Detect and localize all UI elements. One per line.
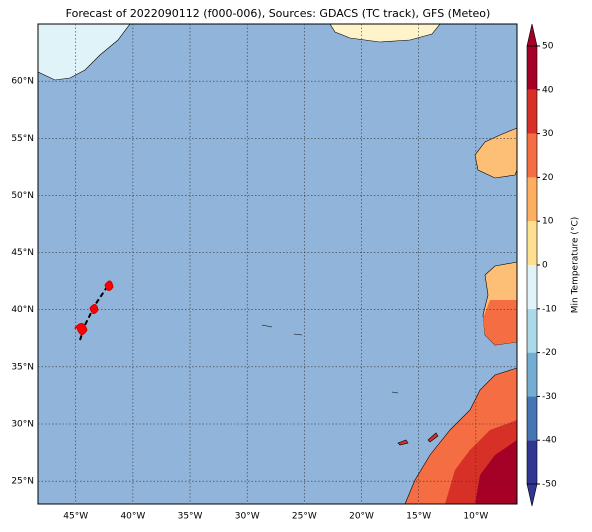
colorbar-tick-label: 20 [542,173,554,183]
x-tick-label: 35°W [178,512,203,522]
greenland [37,23,131,81]
colorbar-segment [527,352,537,397]
x-tick-label: 15°W [406,512,431,522]
x-tick-label: 10°W [463,512,488,522]
colorbar-tick-label: -10 [542,304,557,314]
y-tick-label: 35°N [11,362,34,372]
colorbar-segment [527,396,537,441]
colorbar-tick-label: 10 [542,217,554,227]
iceland [329,23,441,43]
title: Forecast of 2022090112 (f000-006), Sourc… [66,7,491,20]
colorbar-tick-label: -20 [542,348,557,358]
colorbar-tick-label: -50 [542,480,557,490]
iberia-warm [483,300,517,345]
map-frame [37,23,518,505]
colorbar-tick-label: 40 [542,85,554,95]
colorbar-segment [527,177,537,222]
colorbar-segment [527,89,537,134]
x-tick-label: 40°W [120,512,145,522]
colorbar-label: Min Temperature (°C) [571,217,581,314]
y-tick-label: 40°N [11,305,34,315]
ocean [38,24,517,504]
y-tick-label: 30°N [11,420,34,430]
colorbar-segment [527,308,537,353]
colorbar-segment [527,46,537,90]
y-tick-label: 25°N [11,477,34,487]
colorbar-segment [527,440,537,484]
colorbar-tick-label: -40 [542,436,557,446]
colorbar-extend-top [526,23,538,47]
y-tick-label: 55°N [11,134,34,144]
colorbar-extend-bottom [526,483,538,507]
y-tick-label: 45°N [11,248,34,258]
map [37,23,518,505]
y-tick-label: 60°N [11,77,34,87]
colorbar-tick-label: 30 [542,129,554,139]
colorbar-tick-label: 0 [542,261,548,271]
x-tick-label: 30°W [235,512,260,522]
colorbar-segment [527,265,537,309]
x-tick-label: 20°W [349,512,374,522]
ireland-uk [474,127,518,179]
islands [261,324,439,446]
africa-hotter [475,440,517,504]
x-tick-label: 25°W [292,512,317,522]
colorbar-tick-label: 50 [542,42,554,52]
x-tick-label: 45°W [63,512,88,522]
colorbar-segment [527,221,537,265]
y-tick-label: 50°N [11,191,34,201]
colorbar-tick-label: -30 [542,392,557,402]
colorbar-segment [527,133,537,178]
